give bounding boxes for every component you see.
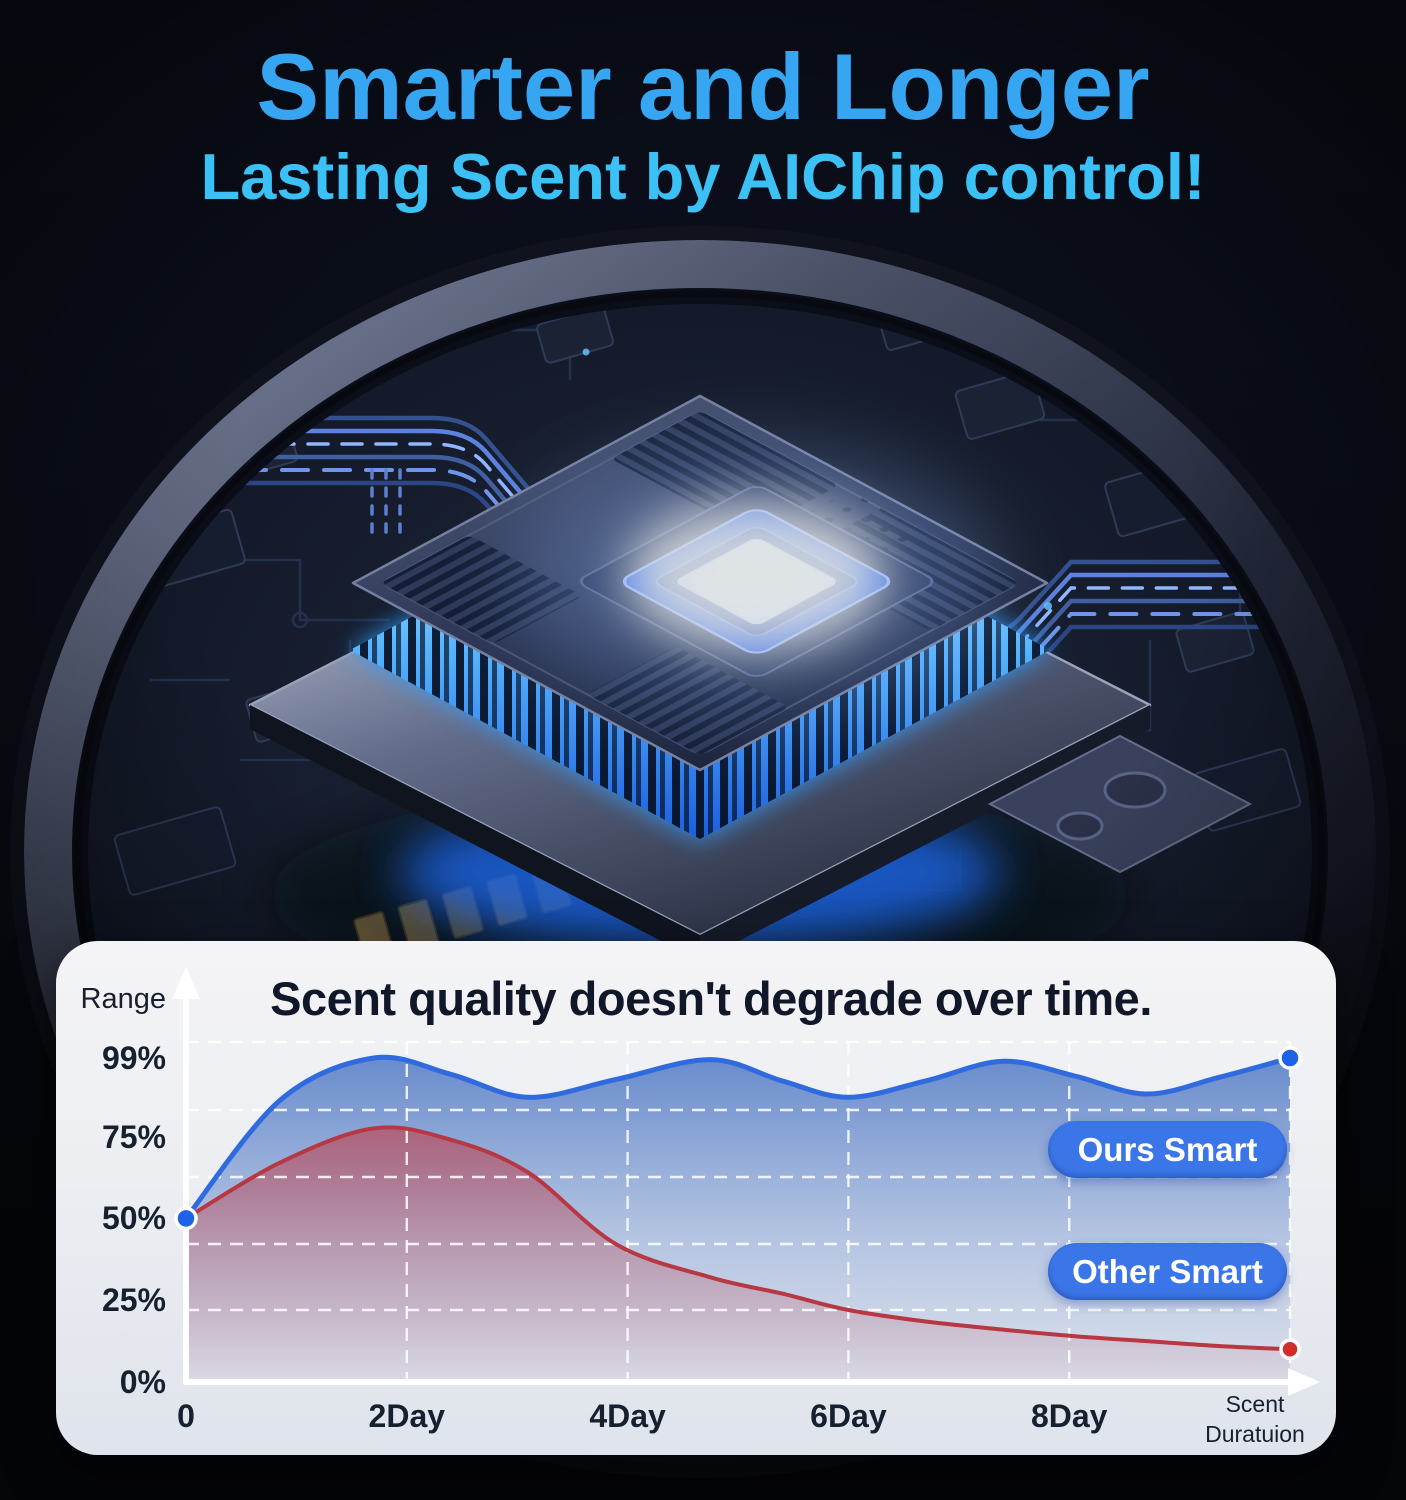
series-endpoint-dot	[1279, 1338, 1301, 1361]
x-axis-end-label-line2: Duratuion	[1205, 1421, 1305, 1447]
headline-line2: Lasting Scent by AIChip control!	[200, 139, 1206, 213]
headline-line1: Smarter and Longer	[256, 34, 1150, 139]
y-tick-label: 99%	[101, 1040, 166, 1076]
x-axis-end-label-line1: Scent	[1225, 1391, 1285, 1417]
scent-quality-chart-card: Scent quality doesn't degrade over time.…	[56, 941, 1336, 1455]
legend-ours-smart-label: Ours Smart	[1077, 1130, 1258, 1168]
chart-plot	[172, 967, 1320, 1396]
legend-other-smart-label: Other Smart	[1072, 1252, 1263, 1290]
x-tick-label: 0	[177, 1398, 195, 1434]
y-axis-arrow-icon	[172, 967, 200, 999]
series-endpoint-dot	[1278, 1046, 1302, 1070]
legend-ours-smart-pill[interactable]: Ours Smart	[1048, 1121, 1287, 1178]
x-tick-label: 2Day	[368, 1398, 446, 1434]
legend-other-smart-pill[interactable]: Other Smart	[1048, 1243, 1287, 1300]
chart-title: Scent quality doesn't degrade over time.	[270, 972, 1152, 1025]
y-axis-label: Range	[80, 983, 166, 1015]
axes	[183, 994, 1307, 1385]
x-tick-label: 4Day	[589, 1398, 666, 1434]
other-smart-line	[184, 1125, 1291, 1352]
other-smart-area	[186, 1127, 1290, 1382]
series-endpoint-dot	[174, 1206, 198, 1231]
x-tick-label: 8Day	[1030, 1398, 1108, 1434]
ours-smart-line	[184, 1054, 1291, 1220]
ring-outer-rim	[10, 226, 1390, 1478]
x-tick-label: 6Day	[810, 1398, 887, 1434]
x-axis-end-label: Scent Duratuion	[1175, 1389, 1335, 1449]
y-tick-label: 50%	[101, 1200, 166, 1237]
headline: Smarter and Longer Lasting Scent by AICh…	[0, 0, 1406, 211]
y-tick-label: 25%	[101, 1282, 166, 1319]
y-tick-label: 75%	[101, 1118, 166, 1155]
x-axis-arrow-icon	[1288, 1368, 1320, 1396]
y-tick-label: 0%	[119, 1364, 166, 1400]
